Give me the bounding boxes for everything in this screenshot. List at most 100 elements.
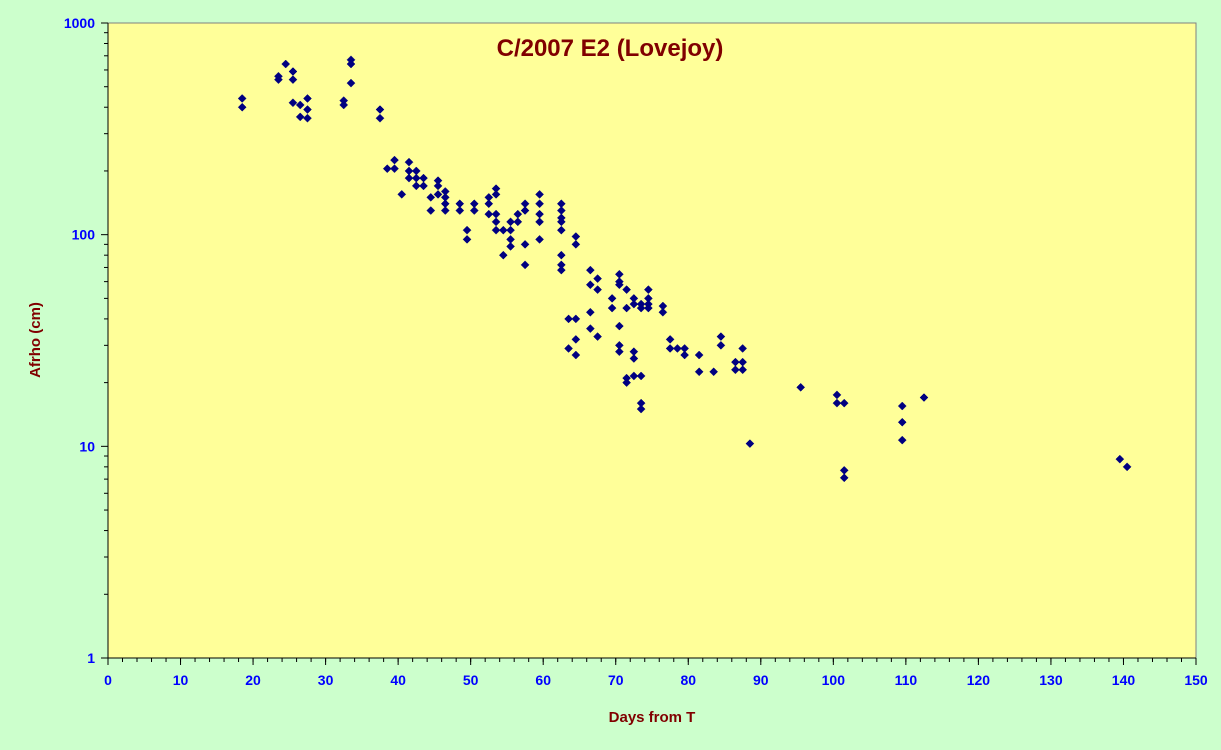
- data-point: [897, 401, 907, 411]
- data-point: [585, 265, 595, 275]
- data-point: [433, 181, 443, 191]
- data-point: [506, 225, 515, 235]
- data-point: [593, 285, 602, 294]
- data-point: [346, 59, 356, 69]
- data-point: [636, 303, 646, 313]
- x-tick-label: 20: [245, 672, 261, 688]
- data-point: [629, 299, 639, 309]
- data-point: [303, 113, 312, 123]
- data-point: [738, 365, 748, 375]
- data-point: [339, 100, 349, 110]
- x-tick-label: 80: [680, 672, 696, 688]
- data-point: [593, 274, 602, 283]
- data-point: [281, 59, 291, 69]
- data-point: [615, 280, 624, 290]
- data-point: [535, 235, 544, 244]
- data-point: [397, 190, 407, 199]
- x-tick-label: 100: [822, 672, 846, 688]
- x-tick-label: 70: [608, 672, 624, 688]
- y-tick-label: 1: [87, 650, 95, 666]
- data-point: [404, 157, 414, 167]
- data-point: [556, 250, 566, 260]
- data-point: [571, 239, 581, 249]
- data-point: [694, 350, 704, 360]
- data-point: [535, 217, 544, 227]
- data-point: [673, 344, 682, 353]
- data-point: [636, 404, 646, 414]
- x-tick-label: 0: [104, 672, 112, 688]
- data-point: [455, 206, 465, 215]
- data-point: [390, 155, 399, 165]
- data-point: [709, 367, 719, 377]
- data-point: [440, 206, 450, 215]
- data-point: [796, 382, 806, 392]
- data-point: [491, 225, 501, 235]
- x-tick-label: 30: [318, 672, 334, 688]
- data-point: [411, 181, 421, 191]
- data-point: [520, 260, 530, 270]
- data-point: [571, 314, 581, 324]
- data-point: [897, 435, 907, 445]
- data-point: [382, 164, 392, 174]
- data-point: [469, 206, 479, 215]
- data-point: [426, 206, 436, 215]
- data-point: [585, 280, 595, 290]
- x-axis-title: Days from T: [609, 709, 696, 726]
- data-point: [237, 102, 247, 112]
- data-point: [644, 285, 653, 294]
- data-point: [731, 365, 740, 375]
- data-point: [274, 75, 283, 84]
- data-point: [295, 100, 305, 110]
- data-point: [897, 417, 907, 427]
- data-point: [615, 347, 624, 357]
- data-point: [658, 307, 668, 317]
- data-point: [919, 393, 929, 402]
- data-point: [375, 113, 385, 123]
- chart-title: C/2007 E2 (Lovejoy): [497, 35, 724, 62]
- data-point: [738, 344, 748, 353]
- data-point: [484, 209, 494, 219]
- data-point: [615, 321, 624, 331]
- data-point: [636, 371, 646, 381]
- data-point: [506, 242, 515, 251]
- data-point: [433, 190, 443, 199]
- data-point: [303, 94, 312, 103]
- data-point: [585, 307, 595, 317]
- data-point: [462, 225, 472, 235]
- data-point: [644, 303, 653, 313]
- x-tick-label: 130: [1039, 672, 1063, 688]
- data-point: [426, 193, 436, 202]
- x-tick-label: 40: [390, 672, 406, 688]
- data-point: [665, 335, 675, 344]
- x-tick-label: 150: [1184, 672, 1208, 688]
- x-tick-label: 50: [463, 672, 479, 688]
- data-point: [694, 367, 704, 377]
- data-point: [629, 371, 639, 381]
- data-point: [571, 335, 581, 344]
- data-point: [346, 78, 356, 88]
- data-point: [556, 217, 566, 227]
- data-point: [498, 225, 508, 235]
- y-tick-label: 100: [72, 227, 96, 243]
- x-tick-label: 10: [173, 672, 189, 688]
- data-point: [629, 354, 639, 363]
- x-tick-label: 120: [967, 672, 991, 688]
- plot-area: [107, 22, 1197, 659]
- data-point: [622, 303, 631, 313]
- data-point: [288, 75, 298, 84]
- data-point: [520, 239, 530, 249]
- data-point: [832, 398, 842, 408]
- data-point: [556, 265, 566, 275]
- x-axis: 0 10 20 30 40 50 60 70 80 90 100 110 120 130 140 150: [104, 657, 1208, 688]
- data-point: [571, 350, 581, 360]
- data-point: [375, 105, 385, 114]
- data-point: [484, 199, 494, 209]
- data-point: [564, 344, 573, 353]
- data-point: [1115, 454, 1125, 464]
- data-point: [295, 112, 305, 122]
- x-tick-label: 90: [753, 672, 769, 688]
- data-point: [390, 164, 399, 174]
- data-point: [665, 344, 675, 353]
- data-point: [680, 350, 689, 360]
